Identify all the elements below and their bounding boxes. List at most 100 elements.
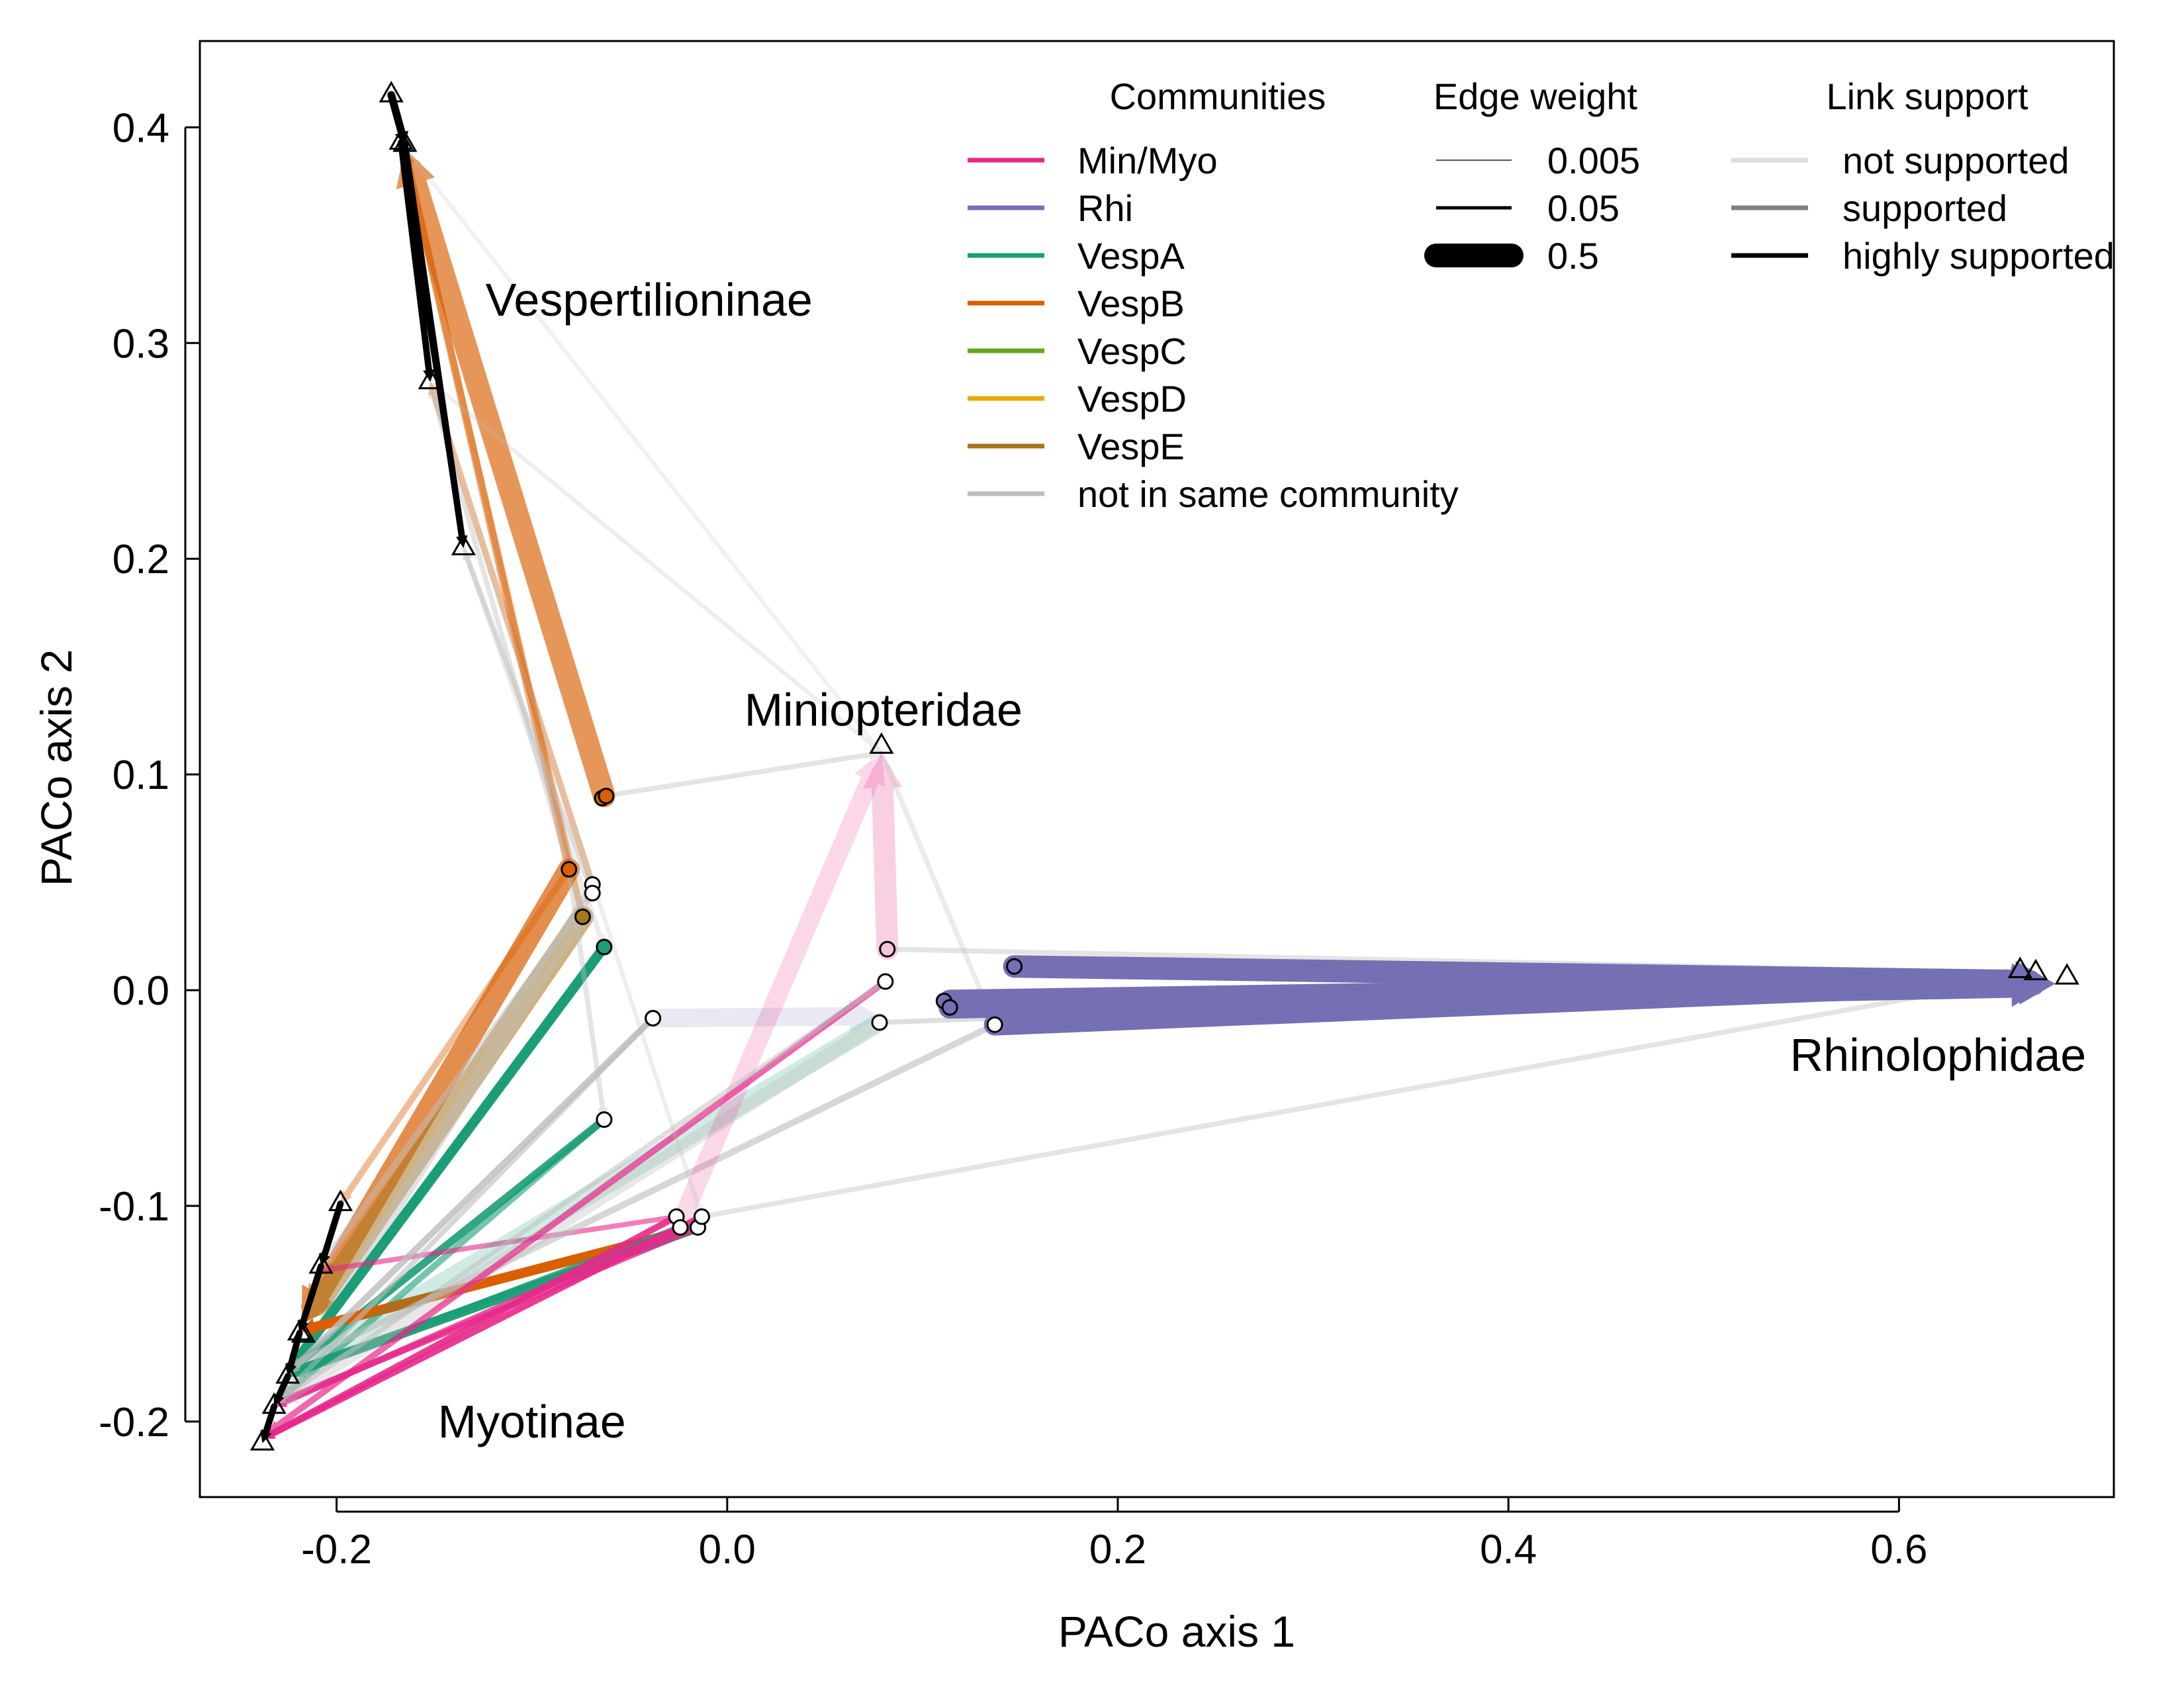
legend-label-weight-0-5: 0.5	[1547, 235, 1599, 277]
legend-label-vespa: VespA	[1077, 235, 1185, 277]
y-tick-label-3: 0.1	[113, 753, 169, 798]
edge-line-5	[430, 390, 586, 920]
circle-point-8	[645, 1009, 662, 1027]
edge-line-35	[566, 866, 606, 1115]
circle-point-12	[1006, 958, 1023, 975]
x-tick-label-1: 0.0	[699, 1527, 756, 1573]
triangle-point-1	[388, 128, 414, 150]
edge-line-31	[271, 978, 889, 1432]
legend-label-vespb: VespB	[1077, 283, 1185, 324]
circle-point-19	[693, 1208, 710, 1225]
triangle-point-9	[328, 1189, 353, 1211]
legend: Communities Edge weight Link support Min…	[968, 75, 2115, 515]
edge-arrowhead-29	[862, 753, 903, 789]
triangle-point-6	[2007, 956, 2032, 978]
triangle-point-5	[869, 732, 894, 754]
edge-line-25	[643, 1007, 872, 1028]
legend-label-highly-supported: highly supported	[1843, 235, 2115, 277]
edge-arrowhead-38	[870, 740, 882, 753]
circle-point-2	[561, 861, 578, 878]
edge-line-47	[983, 971, 2038, 1036]
edge-line-24	[276, 1015, 656, 1402]
legend-communities: Min/Myo Rhi VespA VespB VespC VespD Vesp…	[968, 140, 1459, 515]
edge-line-10	[288, 881, 596, 1374]
legend-communities-title: Communities	[1110, 75, 1326, 117]
y-tick-label-1: -0.1	[99, 1184, 169, 1230]
legend-label-supported: supported	[1843, 187, 2007, 229]
edge-line-0	[400, 158, 615, 807]
legend-label-not-supported: not supported	[1843, 140, 2069, 181]
group-label-myotinae: Myotinae	[438, 1396, 626, 1447]
legend-link-support-title: Link support	[1826, 75, 2028, 117]
y-tick-label-4: 0.2	[113, 537, 169, 582]
legend-edge-weight: 0.005 0.05 0.5	[1424, 140, 1640, 277]
x-tick-label-2: 0.2	[1089, 1527, 1146, 1573]
plot-frame	[199, 40, 2115, 1498]
circle-point-14	[941, 999, 958, 1016]
edge-line-12	[288, 942, 610, 1369]
edge-arrowhead-31	[268, 1420, 282, 1433]
edge-line-22	[325, 1214, 679, 1272]
y-tick-label-5: 0.3	[113, 321, 169, 367]
triangle-point-2	[392, 130, 418, 152]
x-tick-label-0: -0.2	[301, 1527, 372, 1573]
y-axis-title: PACo axis 2	[32, 649, 81, 886]
axes-layer: -0.2 0.0 0.2 0.4 0.6 -0.2 -0.1 0.0 0.1 0.2 0.3 0.4	[99, 105, 1927, 1573]
triangle-point-12	[291, 1321, 316, 1343]
edge-arrowhead-30	[854, 753, 886, 787]
edge-line-36	[461, 545, 605, 943]
x-axis-title: PACo axis 1	[1058, 1607, 1295, 1656]
edge-line-52	[320, 1200, 344, 1263]
legend-label-weight-0-005: 0.005	[1547, 140, 1640, 181]
circle-point-6	[596, 938, 613, 956]
circle-point-9	[879, 940, 896, 958]
edge-arrowhead-8	[340, 1190, 352, 1204]
group-label-miniopteridae: Miniopteridae	[745, 684, 1023, 735]
edge-arrowhead-5	[428, 386, 439, 399]
circle-point-5	[574, 908, 591, 925]
edge-line-53	[298, 1263, 324, 1330]
triangle-point-8	[2054, 963, 2079, 985]
legend-label-rhi: Rhi	[1077, 187, 1133, 229]
edge-38	[398, 140, 882, 753]
group-labels-layer: Vespertilioninae Miniopteridae Rhinolophid…	[438, 274, 2087, 1447]
edge-line-4	[463, 552, 595, 896]
triangle-point-0	[379, 81, 404, 103]
legend-label-vespd: VespD	[1077, 378, 1187, 420]
edge-47	[983, 963, 2048, 1036]
edge-line-33	[602, 751, 878, 799]
group-label-vespertilioninae: Vespertilioninae	[486, 274, 813, 326]
x-tick-label-4: 0.6	[1870, 1527, 1927, 1573]
edge-line-39	[428, 384, 702, 1212]
triangle-point-10	[308, 1252, 334, 1274]
triangle-point-4	[451, 533, 476, 556]
edge-30	[670, 753, 886, 1233]
triangle-point-11	[287, 1318, 312, 1341]
legend-label-vespe: VespE	[1077, 426, 1185, 467]
legend-label-min-myo: Min/Myo	[1077, 140, 1218, 181]
edge-arrowhead-47	[2011, 963, 2048, 1003]
edge-25	[643, 999, 880, 1033]
edge-line-42	[699, 978, 2012, 1220]
legend-link-support: not supported supported highly supported	[1731, 140, 2115, 277]
edge-8	[340, 866, 572, 1204]
edge-line-32	[277, 979, 888, 1403]
edge-29	[862, 753, 903, 960]
triangle-point-3	[418, 367, 443, 390]
edge-line-8	[341, 866, 572, 1201]
edge-line-29	[871, 762, 899, 960]
edge-line-56	[261, 1403, 278, 1440]
triangle-point-15	[250, 1429, 275, 1451]
circle-point-17	[672, 1219, 689, 1236]
edge-line-27	[278, 1015, 887, 1404]
y-tick-label-2: 0.0	[113, 968, 169, 1014]
legend-label-vespc: VespC	[1077, 330, 1187, 372]
edge-line-9	[322, 890, 596, 1264]
triangle-point-7	[2023, 958, 2048, 981]
edge-5	[428, 386, 586, 920]
circle-point-7	[596, 1111, 613, 1128]
circle-point-15	[986, 1016, 1003, 1033]
circle-point-10	[877, 973, 894, 990]
